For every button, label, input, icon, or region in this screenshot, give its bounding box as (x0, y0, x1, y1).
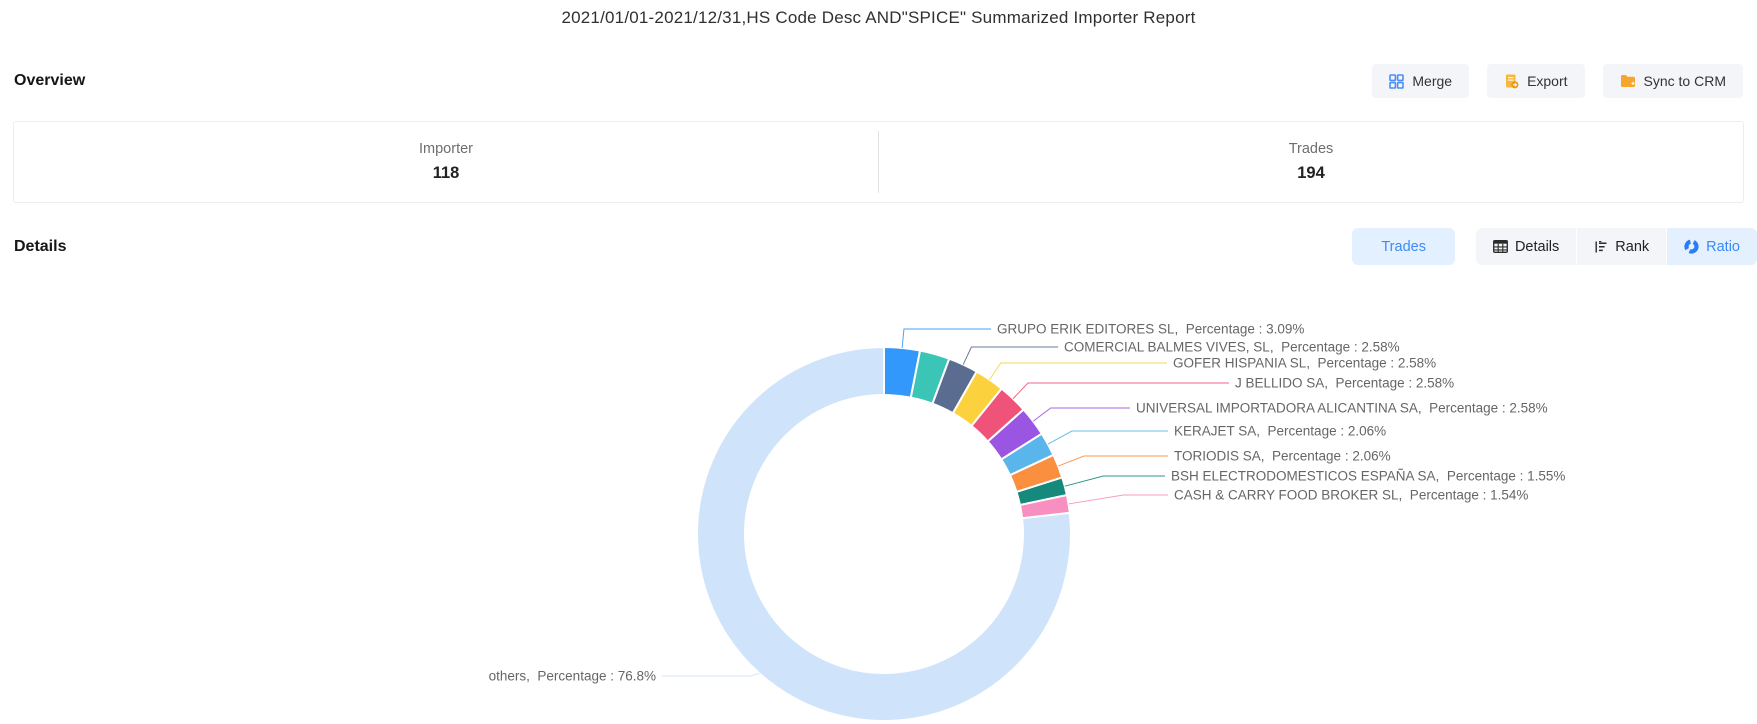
label-leader-line-toriodis-sa (1058, 455, 1168, 467)
importer-stat-label: Importer (419, 141, 473, 157)
merge-button[interactable]: Merge (1372, 64, 1470, 98)
overview-heading: Overview (14, 72, 86, 89)
pie-slice-others[interactable] (696, 345, 1072, 722)
view-details-label: Details (1514, 238, 1560, 255)
label-leader-line-grupo-erik-editores-sl (901, 328, 991, 348)
sync-to-crm-button[interactable]: Sync to CRM (1602, 64, 1743, 98)
view-switcher: Trades Details Rank Ratio (1352, 228, 1757, 265)
view-rank-label: Rank (1615, 238, 1650, 255)
importer-stat-value: 118 (432, 164, 460, 182)
export-icon (1504, 74, 1519, 89)
details-header-row: Details Trades Details Rank Ratio (14, 228, 1757, 265)
slice-label-universal-importadora-alicantina-sa: UNIVERSAL IMPORTADORA ALICANTINA SA, Per… (1136, 401, 1548, 416)
rank-list-icon (1594, 240, 1608, 254)
trades-stat-value: 194 (1297, 164, 1325, 182)
label-leader-line-j-bellido-sa (1012, 382, 1229, 399)
table-icon (1493, 240, 1508, 253)
slice-label-comercial-balmes-vives-sl: COMERCIAL BALMES VIVES, SL, Percentage :… (1064, 340, 1400, 355)
label-leader-line-kerajet-sa (1047, 430, 1168, 445)
slice-label-grupo-erik-editores-sl: GRUPO ERIK EDITORES SL, Percentage : 3.0… (997, 322, 1304, 337)
label-leader-line-universal-importadora-alicantina-sa (1032, 407, 1130, 422)
slice-label-cash-carry-food-broker-sl: CASH & CARRY FOOD BROKER SL, Percentage … (1174, 488, 1528, 503)
trades-stat-label: Trades (1288, 141, 1334, 157)
view-rank-button[interactable]: Rank (1577, 228, 1667, 265)
label-leader-line-comercial-balmes-vives-sl (962, 346, 1058, 365)
slice-label-j-bellido-sa: J BELLIDO SA, Percentage : 2.58% (1235, 376, 1454, 391)
details-heading: Details (14, 237, 67, 255)
slice-label-kerajet-sa: KERAJET SA, Percentage : 2.06% (1174, 424, 1386, 439)
toolbar: Merge Export Sync to CRM (1372, 64, 1743, 98)
crm-folder-icon (1620, 74, 1636, 88)
export-button[interactable]: Export (1487, 64, 1585, 98)
label-leader-line-bsh-electrodomesticos-espa-a-sa (1064, 475, 1165, 487)
view-ratio-button[interactable]: Ratio (1667, 228, 1757, 265)
label-leader-line-cash-carry-food-broker-sl (1068, 494, 1168, 505)
sync-to-crm-button-label: Sync to CRM (1643, 73, 1726, 89)
merge-icon (1389, 73, 1405, 89)
pie-ratio-icon (1684, 239, 1699, 254)
merge-button-label: Merge (1412, 73, 1453, 89)
overview-header-row: Overview Merge Export Sync to CRM (14, 62, 1743, 100)
importer-stat: Importer 118 (14, 122, 878, 202)
overview-summary-card: Importer 118 Trades 194 (13, 121, 1744, 203)
trades-tab-button[interactable]: Trades (1352, 228, 1455, 265)
view-mode-group: Details Rank Ratio (1475, 228, 1757, 265)
page-title: 2021/01/01-2021/12/31,HS Code Desc AND"S… (561, 8, 1196, 27)
label-leader-line-others (662, 673, 760, 677)
export-button-label: Export (1527, 73, 1568, 89)
slice-label-others: others, Percentage : 76.8% (489, 669, 656, 684)
slice-label-toriodis-sa: TORIODIS SA, Percentage : 2.06% (1174, 449, 1391, 464)
view-details-button[interactable]: Details (1475, 228, 1577, 265)
trades-stat: Trades 194 (879, 122, 1743, 202)
slice-label-gofer-hispania-sl: GOFER HISPANIA SL, Percentage : 2.58% (1173, 356, 1436, 371)
view-ratio-label: Ratio (1706, 238, 1740, 255)
slice-label-bsh-electrodomesticos-espa-a-sa: BSH ELECTRODOMESTICOS ESPAÑA SA, Percent… (1171, 469, 1565, 484)
label-leader-line-gofer-hispania-sl (989, 362, 1167, 380)
stat-divider (878, 131, 879, 193)
